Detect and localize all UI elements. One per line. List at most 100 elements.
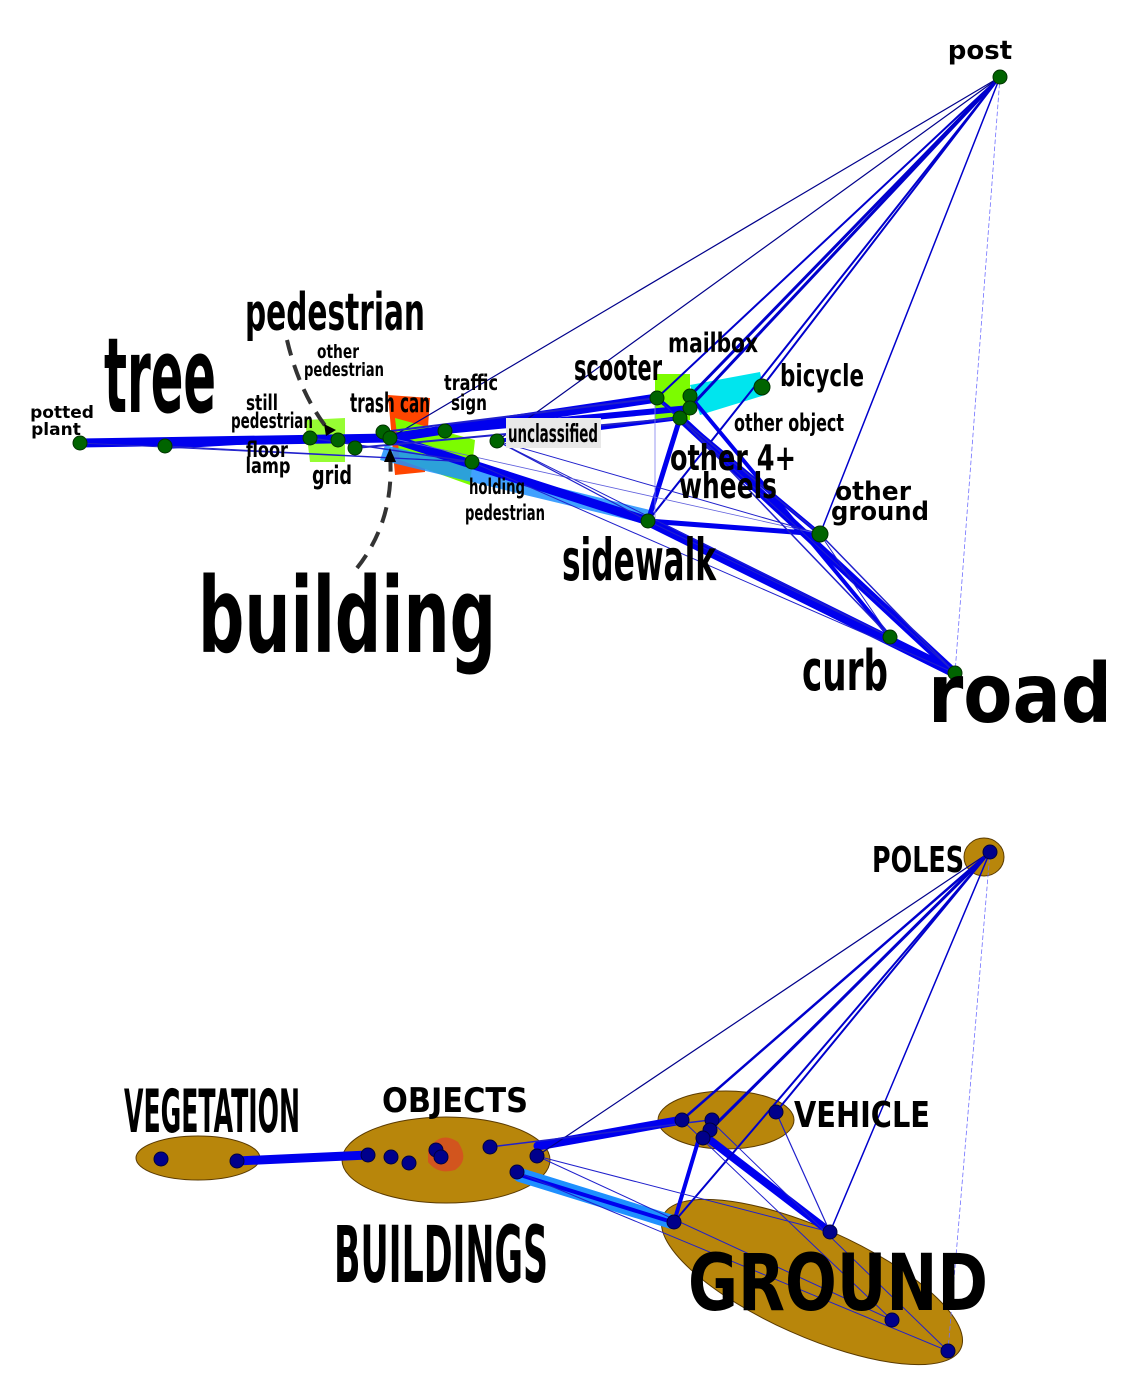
cyan-highlight-bicycle xyxy=(690,372,765,415)
edge-objects-ground xyxy=(518,1173,674,1224)
node-vehicle-5 xyxy=(768,1104,784,1120)
edge-poles-ground-2 xyxy=(829,851,991,1233)
label-poles: POLES xyxy=(872,840,964,881)
node-objects-6 xyxy=(529,1148,545,1164)
edge-post-bicycle xyxy=(761,76,1001,388)
edge-tree-grid xyxy=(162,435,313,449)
node-ground-1 xyxy=(666,1214,682,1230)
edge-post-scooter xyxy=(656,76,1001,399)
edge-thin-b2 xyxy=(536,1155,893,1321)
edge-post-building xyxy=(389,76,1001,439)
edge-thin-b1 xyxy=(536,1155,831,1233)
edge-post-otherground xyxy=(819,76,1001,535)
label-floor-lamp-line1: floor xyxy=(246,438,288,462)
edge-thin-10 xyxy=(656,397,956,674)
label-potted-plant-line1: potted xyxy=(30,403,94,423)
node-holding-pedestrian xyxy=(464,454,480,470)
label-building: building xyxy=(198,555,496,677)
label-traffic-sign-line1: traffic xyxy=(444,371,498,395)
node-vehicle-4 xyxy=(695,1130,711,1146)
node-buildings xyxy=(433,1149,449,1165)
edge-thin-1 xyxy=(496,440,891,638)
node-vegetation-1 xyxy=(153,1151,169,1167)
node-traffic-sign xyxy=(437,423,453,439)
bottom-graph: POLES VEGETATION OBJECTS VEHICLE BUILDIN… xyxy=(124,837,1005,1366)
label-holding-pedestrian-line1: holding xyxy=(469,475,525,499)
edge-post-road xyxy=(954,76,1001,674)
edge-thin-8 xyxy=(819,533,956,674)
top-nodes xyxy=(72,69,1008,681)
label-tree: tree xyxy=(104,315,216,437)
edge-building-sidewalk xyxy=(385,433,653,526)
bottom-labels: POLES VEGETATION OBJECTS VEHICLE BUILDIN… xyxy=(124,840,988,1329)
edge-post-sidewalk xyxy=(647,76,1001,522)
node-ground-3 xyxy=(884,1312,900,1328)
cyan-band-sidewalk xyxy=(380,445,650,525)
node-ground-4 xyxy=(940,1343,956,1359)
node-objects-1 xyxy=(360,1147,376,1163)
top-labels: post potted plant tree pedestrian other … xyxy=(30,36,1112,742)
edge-thin-5 xyxy=(679,417,891,638)
node-road xyxy=(947,665,963,681)
edge-thin-b4 xyxy=(489,1119,711,1148)
edge-sidewalk-otherground xyxy=(645,518,823,537)
label-other-ground-line2: ground xyxy=(831,497,929,527)
label-curb: curb xyxy=(802,639,888,704)
label-trash-can: trash can xyxy=(350,388,430,419)
node-grid xyxy=(330,432,346,448)
edge-thin-b3 xyxy=(516,1171,949,1352)
edge-thin-4 xyxy=(389,437,821,535)
edge-post-other4 xyxy=(678,75,1002,420)
node-vegetation-2 xyxy=(229,1153,245,1169)
bottom-nodes xyxy=(153,844,998,1359)
label-holding-pedestrian-line2: pedestrian xyxy=(465,501,545,525)
label-potted-plant-line2: plant xyxy=(31,420,81,440)
edge-thin-6 xyxy=(679,417,821,535)
edge-poles-ground-1 xyxy=(673,851,991,1223)
arrowhead-1-icon xyxy=(324,424,336,436)
label-grid: grid xyxy=(312,461,352,491)
node-other-ground xyxy=(811,525,829,543)
edge-sidewalk-road xyxy=(643,516,960,678)
label-post: post xyxy=(948,36,1012,66)
label-other-pedestrian-line1: other xyxy=(317,341,359,363)
node-poles xyxy=(982,844,998,860)
node-objects-7 xyxy=(509,1164,525,1180)
edge-poles-objects xyxy=(536,851,991,1157)
edge-poles-vehicle-3 xyxy=(775,851,991,1113)
edge-thin-12 xyxy=(164,445,473,463)
arrow-building-to-center xyxy=(355,454,393,570)
edge-thin-9 xyxy=(819,533,891,638)
edge-other4-sidewalk xyxy=(645,415,683,524)
node-potted-plant xyxy=(72,435,88,451)
label-other-ground-line1: other xyxy=(835,477,911,507)
label-scooter: scooter xyxy=(574,348,662,389)
node-other-object xyxy=(682,400,698,416)
edge-thin-2 xyxy=(496,440,821,535)
label-objects: OBJECTS xyxy=(382,1081,528,1121)
edge-mailbox-curb xyxy=(688,394,892,639)
edge-thin-16 xyxy=(496,440,649,522)
node-curb xyxy=(882,629,898,645)
edge-thin-7 xyxy=(647,520,891,638)
arrow-pedestrian-to-still xyxy=(285,339,332,434)
node-objects-2 xyxy=(383,1149,399,1165)
arrowhead-2-icon xyxy=(384,448,396,462)
node-building xyxy=(382,430,398,446)
edge-thin-14 xyxy=(382,397,658,433)
label-vehicle: VEHICLE xyxy=(794,1095,930,1136)
label-other-pedestrian-line2: pedestrian xyxy=(304,359,384,381)
node-tree xyxy=(157,438,173,454)
label-other-4-wheels-line1: other 4+ xyxy=(670,438,796,479)
node-ground-2 xyxy=(822,1224,838,1240)
label-still-pedestrian-line2: pedestrian xyxy=(231,409,313,433)
edge-vehicle-ground-2 xyxy=(672,1133,702,1224)
edge-vegetation-objects xyxy=(232,1150,373,1166)
label-vegetation: VEGETATION xyxy=(124,1077,300,1147)
label-road: road xyxy=(928,647,1112,742)
label-sidewalk: sidewalk xyxy=(562,526,717,594)
label-ground: GROUND xyxy=(688,1239,988,1329)
edge-thin-3 xyxy=(471,461,956,674)
edge-thin-b5 xyxy=(681,1119,893,1321)
